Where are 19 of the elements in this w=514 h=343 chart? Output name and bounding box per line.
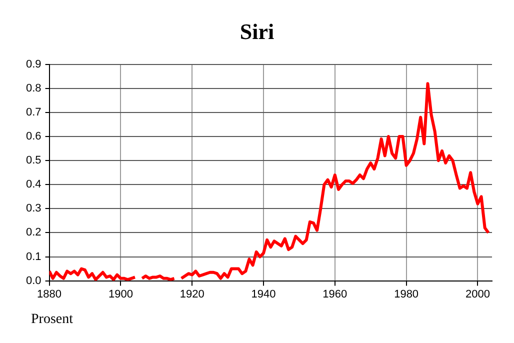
chart-title: Siri <box>240 18 274 44</box>
x-tick-label: 1900 <box>108 288 133 300</box>
y-tick-label: 0.5 <box>26 154 42 167</box>
y-tick-label: 0.7 <box>26 106 42 119</box>
x-tick-label: 1960 <box>322 288 348 300</box>
y-axis-title: Prosent <box>31 312 74 327</box>
x-tick-label: 2000 <box>465 288 490 300</box>
x-tick-label: 1980 <box>394 288 419 300</box>
x-tick-label: 1880 <box>37 288 62 300</box>
y-tick-label: 0.8 <box>26 82 42 94</box>
y-tick-label: 0.4 <box>26 178 42 191</box>
y-tick-label: 0.9 <box>26 58 42 70</box>
y-tick-label: 0.3 <box>26 202 42 215</box>
y-tick-label: 0.0 <box>26 274 42 287</box>
y-tick-label: 0.2 <box>26 226 42 239</box>
y-tick-label: 0.1 <box>26 250 42 263</box>
y-tick-label: 0.6 <box>26 130 42 143</box>
x-tick-label: 1920 <box>180 288 204 300</box>
x-tick-label: 1940 <box>251 288 276 300</box>
